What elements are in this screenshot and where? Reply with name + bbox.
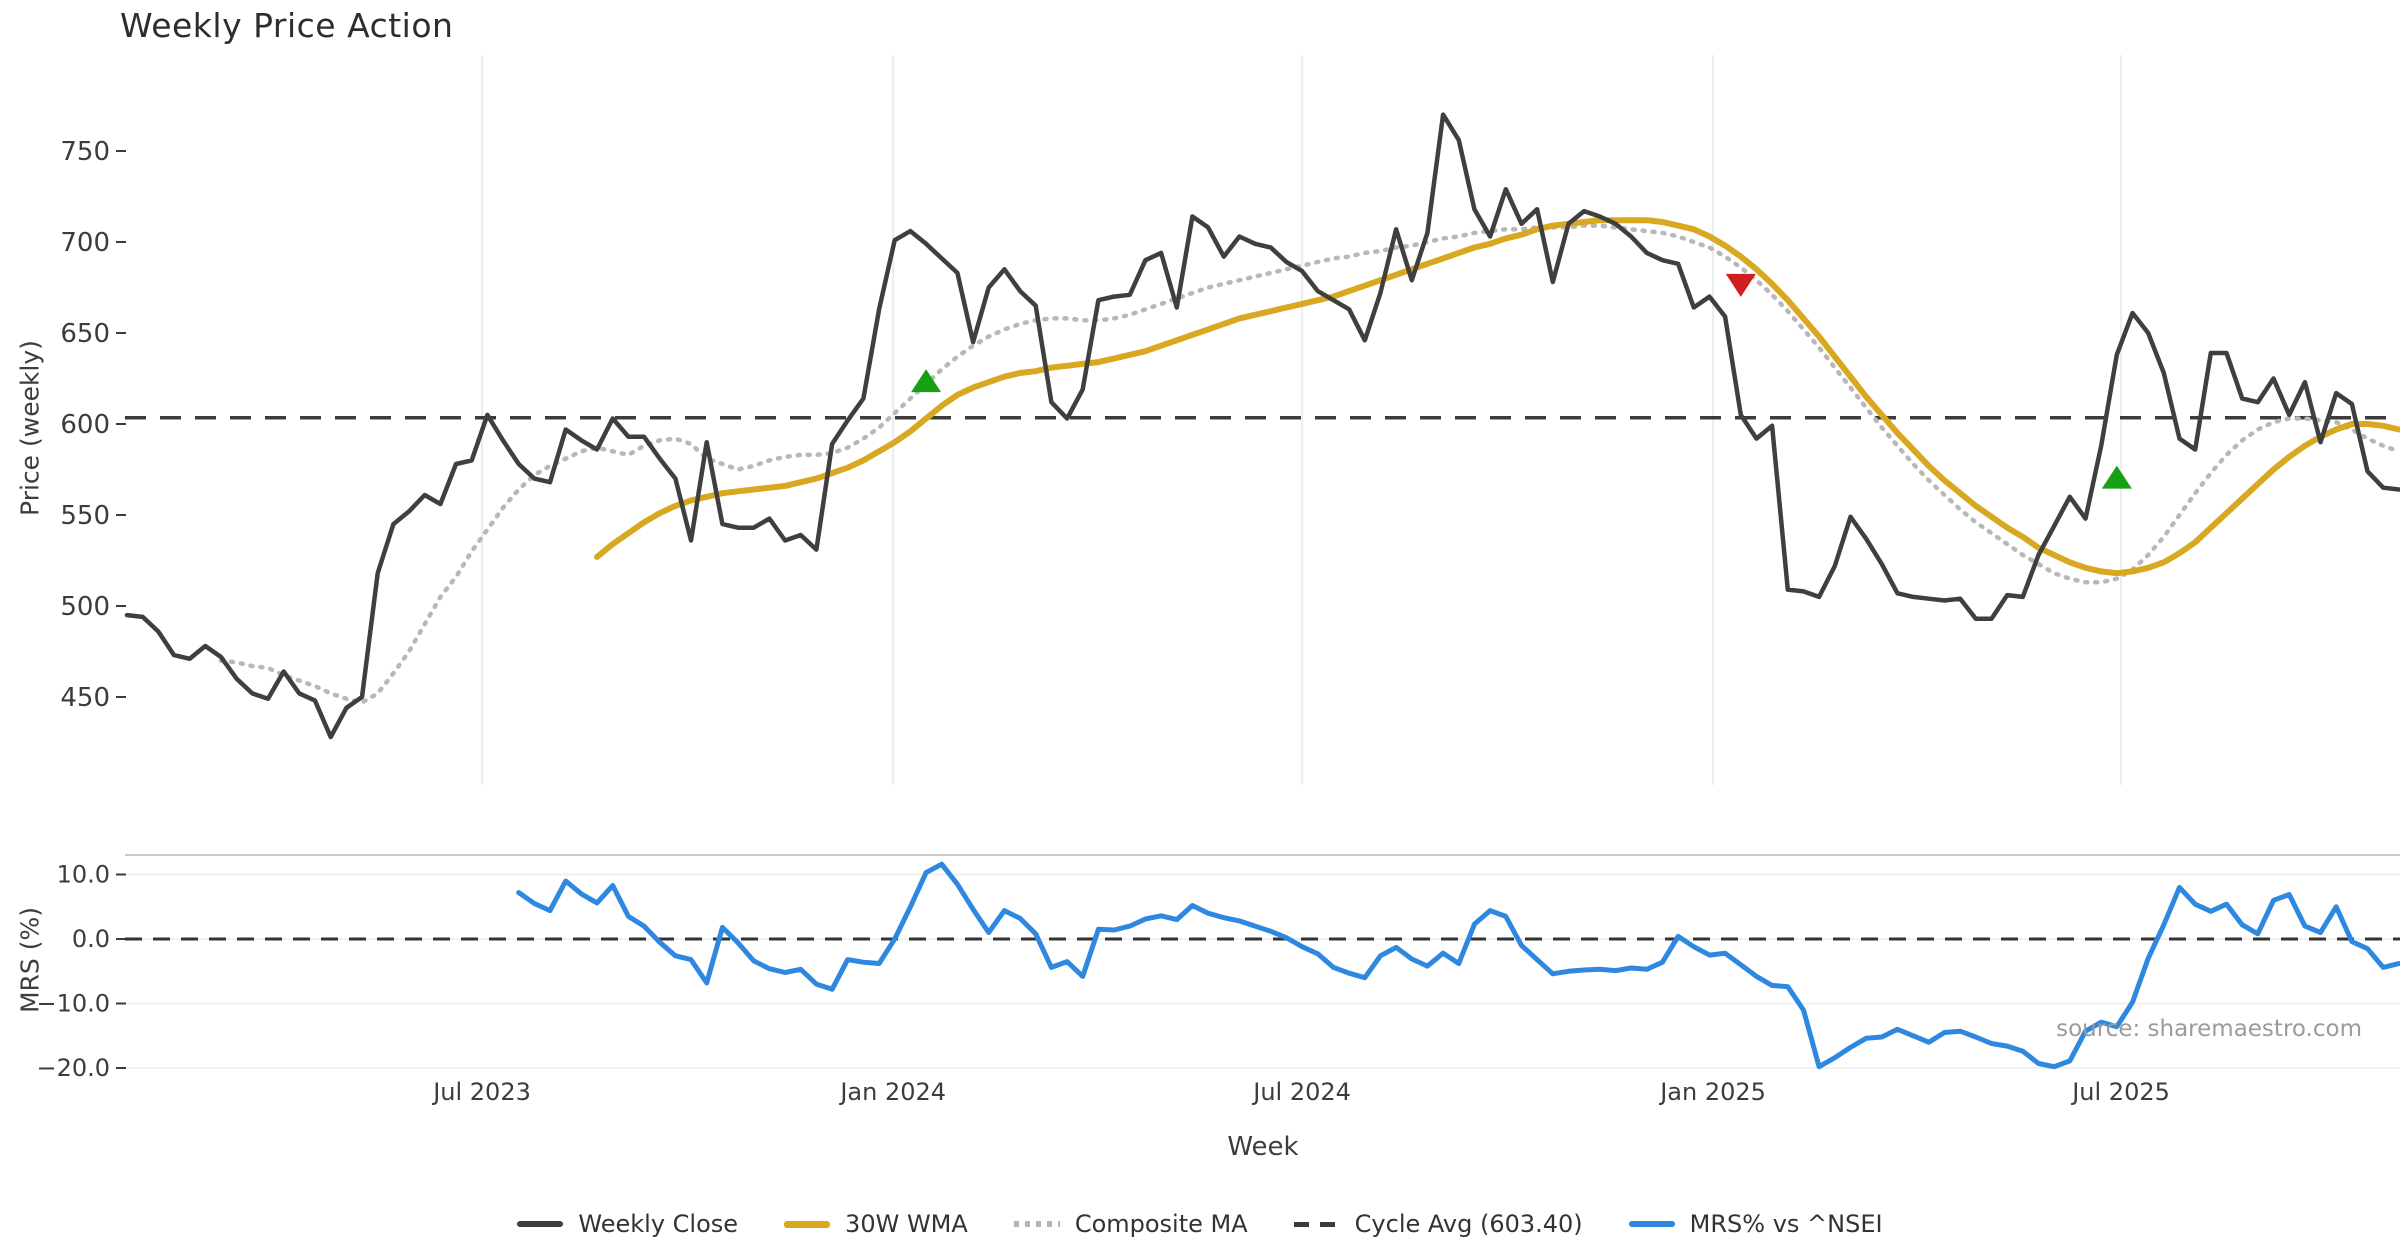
legend-label: 30W WMA <box>845 1210 968 1238</box>
svg-text:550: 550 <box>60 501 110 531</box>
legend-item-composite-ma: Composite MA <box>1013 1210 1248 1238</box>
svg-text:Jul 2025: Jul 2025 <box>2070 1078 2170 1106</box>
legend-item-mrs: MRS% vs ^NSEI <box>1628 1210 1883 1238</box>
svg-text:650: 650 <box>60 319 110 349</box>
svg-text:Jan 2025: Jan 2025 <box>1658 1078 1766 1106</box>
weekly-close-line-swatch-icon <box>517 1221 564 1227</box>
wma-line-swatch-icon <box>784 1220 831 1228</box>
legend-item-cycle-avg: Cycle Avg (603.40) <box>1293 1210 1583 1238</box>
svg-text:−20.0: −20.0 <box>36 1054 110 1082</box>
svg-text:500: 500 <box>60 592 110 622</box>
legend-label: Cycle Avg (603.40) <box>1354 1210 1583 1238</box>
legend-item-30w-wma: 30W WMA <box>784 1210 968 1238</box>
svg-text:Jul 2023: Jul 2023 <box>431 1078 531 1106</box>
legend: Weekly Close 30W WMA Composite MA Cycle … <box>0 1210 2400 1238</box>
svg-text:Jan 2024: Jan 2024 <box>838 1078 946 1106</box>
svg-text:0.0: 0.0 <box>72 925 110 953</box>
source-watermark: source: sharemaestro.com <box>2056 1016 2362 1042</box>
svg-text:10.0: 10.0 <box>57 861 110 889</box>
svg-text:750: 750 <box>60 137 110 167</box>
svg-text:Jul 2024: Jul 2024 <box>1251 1078 1351 1106</box>
legend-label: Weekly Close <box>578 1210 739 1238</box>
mrs-line-swatch-icon <box>1628 1221 1675 1227</box>
chart-title: Weekly Price Action <box>120 6 454 45</box>
svg-text:700: 700 <box>60 228 110 258</box>
svg-text:−10.0: −10.0 <box>36 990 110 1018</box>
composite-ma-swatch-icon <box>1013 1221 1060 1227</box>
svg-text:450: 450 <box>60 683 110 713</box>
legend-label: Composite MA <box>1074 1210 1248 1238</box>
svg-text:600: 600 <box>60 410 110 440</box>
mrs-axis-label: MRS (%) <box>15 906 45 1014</box>
legend-label: MRS% vs ^NSEI <box>1689 1210 1883 1238</box>
legend-item-weekly-close: Weekly Close <box>517 1210 738 1238</box>
price-axis-label: Price (weekly) <box>15 340 45 516</box>
x-axis-label: Week <box>1227 1132 1299 1162</box>
cycle-avg-swatch-icon <box>1293 1221 1340 1227</box>
